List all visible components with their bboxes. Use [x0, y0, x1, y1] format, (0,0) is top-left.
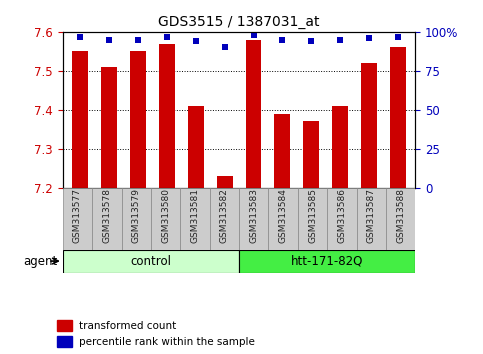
Point: [336, 37, 344, 42]
Text: GSM313580: GSM313580: [161, 188, 170, 243]
Bar: [159, 44, 175, 188]
Bar: [72, 51, 88, 188]
Text: htt-171-82Q: htt-171-82Q: [291, 255, 363, 268]
Text: GSM313582: GSM313582: [220, 188, 229, 243]
Bar: [63, 250, 239, 273]
Text: GSM313583: GSM313583: [249, 188, 258, 243]
Bar: [122, 188, 151, 250]
Bar: [269, 188, 298, 250]
Bar: [356, 188, 386, 250]
Text: GSM313585: GSM313585: [308, 188, 317, 243]
Bar: [327, 188, 356, 250]
Text: GSM313586: GSM313586: [338, 188, 346, 243]
Point: [76, 34, 84, 39]
Text: GSM313579: GSM313579: [132, 188, 141, 243]
Point: [365, 35, 373, 41]
Point: [163, 34, 170, 39]
Bar: [361, 63, 377, 188]
Bar: [274, 114, 290, 188]
Text: transformed count: transformed count: [79, 321, 176, 331]
Bar: [239, 188, 269, 250]
Title: GDS3515 / 1387031_at: GDS3515 / 1387031_at: [158, 16, 320, 29]
Bar: [303, 121, 319, 188]
Point: [192, 38, 199, 44]
Point: [134, 37, 142, 42]
Point: [279, 37, 286, 42]
Point: [308, 38, 315, 44]
Bar: [57, 320, 71, 331]
Point: [105, 37, 113, 42]
Point: [250, 32, 257, 38]
Point: [394, 34, 402, 39]
Text: control: control: [130, 255, 171, 268]
Bar: [180, 188, 210, 250]
Text: percentile rank within the sample: percentile rank within the sample: [79, 337, 255, 347]
Bar: [217, 176, 233, 188]
Text: GSM313584: GSM313584: [279, 188, 288, 243]
Bar: [239, 250, 415, 273]
Bar: [298, 188, 327, 250]
Text: GSM313581: GSM313581: [190, 188, 199, 243]
Bar: [151, 188, 180, 250]
Text: GSM313588: GSM313588: [396, 188, 405, 243]
Bar: [57, 336, 71, 347]
Bar: [245, 40, 261, 188]
Bar: [101, 67, 117, 188]
Bar: [188, 106, 204, 188]
Bar: [386, 188, 415, 250]
Bar: [332, 106, 348, 188]
Point: [221, 45, 228, 50]
Bar: [130, 51, 146, 188]
Bar: [210, 188, 239, 250]
Bar: [63, 188, 92, 250]
Text: GSM313587: GSM313587: [367, 188, 376, 243]
Text: GSM313578: GSM313578: [102, 188, 112, 243]
Bar: [92, 188, 122, 250]
Text: agent: agent: [24, 255, 58, 268]
Text: GSM313577: GSM313577: [73, 188, 82, 243]
Bar: [390, 47, 406, 188]
